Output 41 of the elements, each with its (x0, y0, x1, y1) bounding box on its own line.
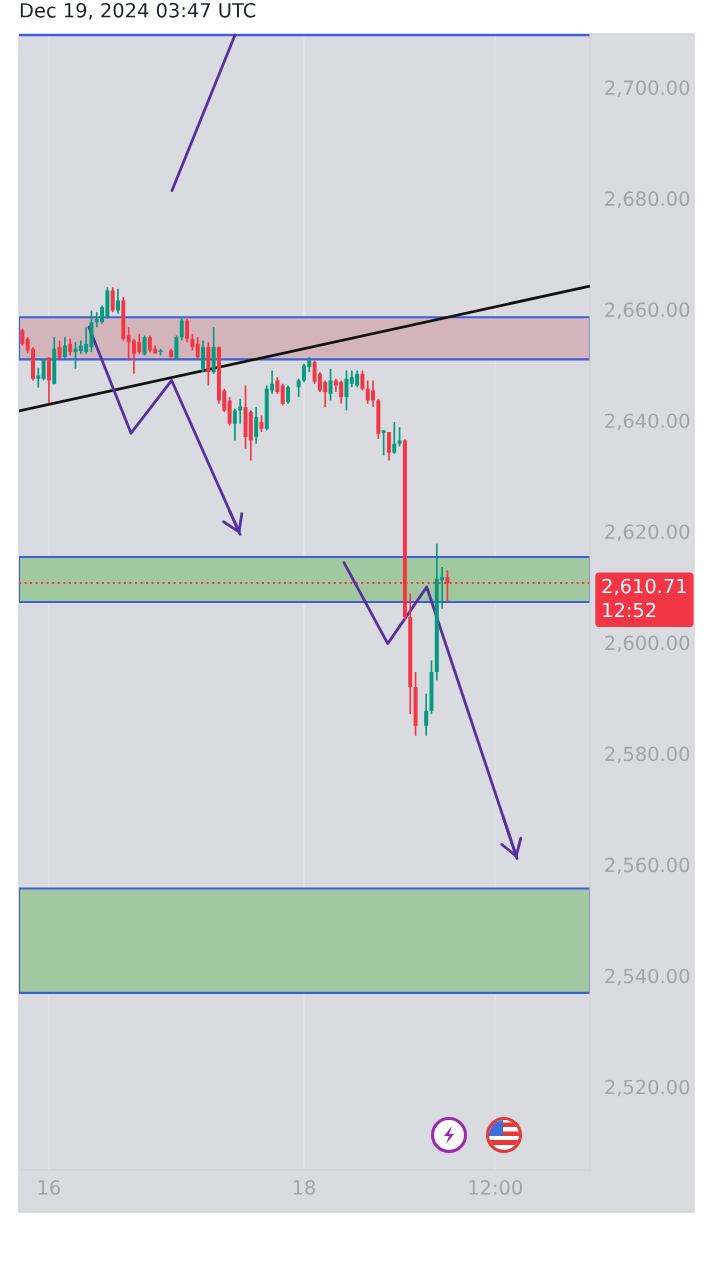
y-tick-label: 2,600.00 (605, 635, 690, 653)
x-tick-label: 12:00 (469, 1180, 522, 1195)
candlestick (328, 367, 333, 402)
y-tick-label: 2,620.00 (605, 524, 690, 542)
candlestick (232, 407, 237, 442)
chart-title: Dec 19, 2024 03:47 UTC (20, 2, 256, 20)
x-tick-label: 18 (293, 1180, 316, 1195)
candlestick (386, 431, 391, 462)
candlestick (280, 382, 285, 407)
candlestick (344, 369, 349, 412)
candlestick (296, 377, 301, 398)
candlestick (116, 288, 120, 315)
candlestick (57, 339, 62, 360)
y-tick-label: 2,700.00 (605, 80, 690, 97)
candlestick (142, 334, 147, 357)
y-tick-label: 2,680.00 (605, 191, 690, 208)
x-tick-label: 16 (38, 1180, 61, 1195)
candlestick (381, 429, 386, 457)
candlestick (227, 396, 232, 427)
candlestick (254, 406, 259, 445)
y-tick-label: 2,580.00 (605, 746, 690, 764)
candlestick (62, 336, 67, 360)
ref-line-label: 2,610.71 12:52 (602, 578, 686, 618)
candlestick (185, 317, 190, 343)
candlestick (424, 692, 429, 737)
y-tick-label: 2,640.00 (605, 413, 690, 431)
candlestick (286, 384, 291, 405)
y-tick-label: 2,560.00 (605, 857, 690, 875)
candlestick (397, 426, 402, 448)
candlestick (174, 334, 179, 361)
candlestick (392, 421, 397, 455)
y-tick-label: 2,660.00 (605, 302, 690, 320)
candlestick (201, 339, 206, 373)
candlestick (179, 316, 184, 342)
y-tick-label: 2,520.00 (605, 1079, 690, 1097)
candlestick (360, 369, 365, 392)
candlestick (195, 336, 200, 360)
y-tick-label: 2,540.00 (605, 968, 690, 986)
candlestick (46, 356, 51, 405)
candlestick (110, 286, 115, 314)
candlestick (36, 366, 41, 389)
